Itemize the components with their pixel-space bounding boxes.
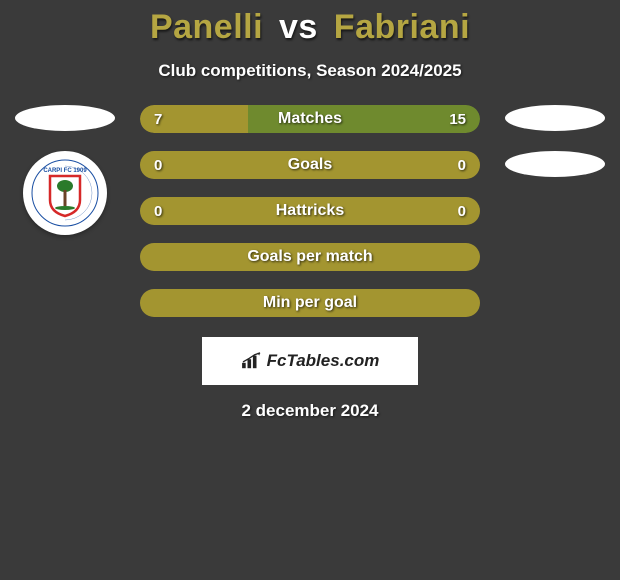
- brand-text: FcTables.com: [267, 351, 380, 371]
- stat-label: Hattricks: [140, 202, 480, 220]
- vs-text: vs: [279, 8, 318, 46]
- brand-chart-icon: [241, 352, 263, 370]
- brand-box: FcTables.com: [202, 337, 418, 385]
- stat-bar: 00Hattricks: [140, 197, 480, 225]
- stat-bars: 715Matches 00Goals 00Hattricks Goals per ma…: [140, 105, 480, 317]
- date-text: 2 december 2024: [10, 401, 610, 421]
- content-area: CARPI FC 1909 715Matches 00Goals 00Hattric…: [0, 105, 620, 421]
- page-title: Panelli vs Fabriani: [0, 8, 620, 47]
- stat-label: Min per goal: [140, 294, 480, 312]
- stat-bar: Min per goal: [140, 289, 480, 317]
- svg-text:CARPI FC 1909: CARPI FC 1909: [43, 168, 87, 174]
- stat-label: Matches: [140, 110, 480, 128]
- player1-club-logo: CARPI FC 1909: [23, 151, 107, 235]
- player2-name: Fabriani: [334, 8, 470, 46]
- infographic-root: Panelli vs Fabriani Club competitions, S…: [0, 0, 620, 421]
- subtitle: Club competitions, Season 2024/2025: [0, 61, 620, 81]
- stat-bar: Goals per match: [140, 243, 480, 271]
- player2-national-ellipse: [505, 105, 605, 131]
- stat-bar: 715Matches: [140, 105, 480, 133]
- stat-label: Goals per match: [140, 248, 480, 266]
- player2-club-ellipse: [505, 151, 605, 177]
- stat-label: Goals: [140, 156, 480, 174]
- right-badges: [500, 105, 610, 177]
- carpi-logo-icon: CARPI FC 1909: [30, 158, 100, 228]
- player1-name: Panelli: [150, 8, 263, 46]
- left-badges: CARPI FC 1909: [10, 105, 120, 235]
- player1-national-ellipse: [15, 105, 115, 131]
- stat-bar: 00Goals: [140, 151, 480, 179]
